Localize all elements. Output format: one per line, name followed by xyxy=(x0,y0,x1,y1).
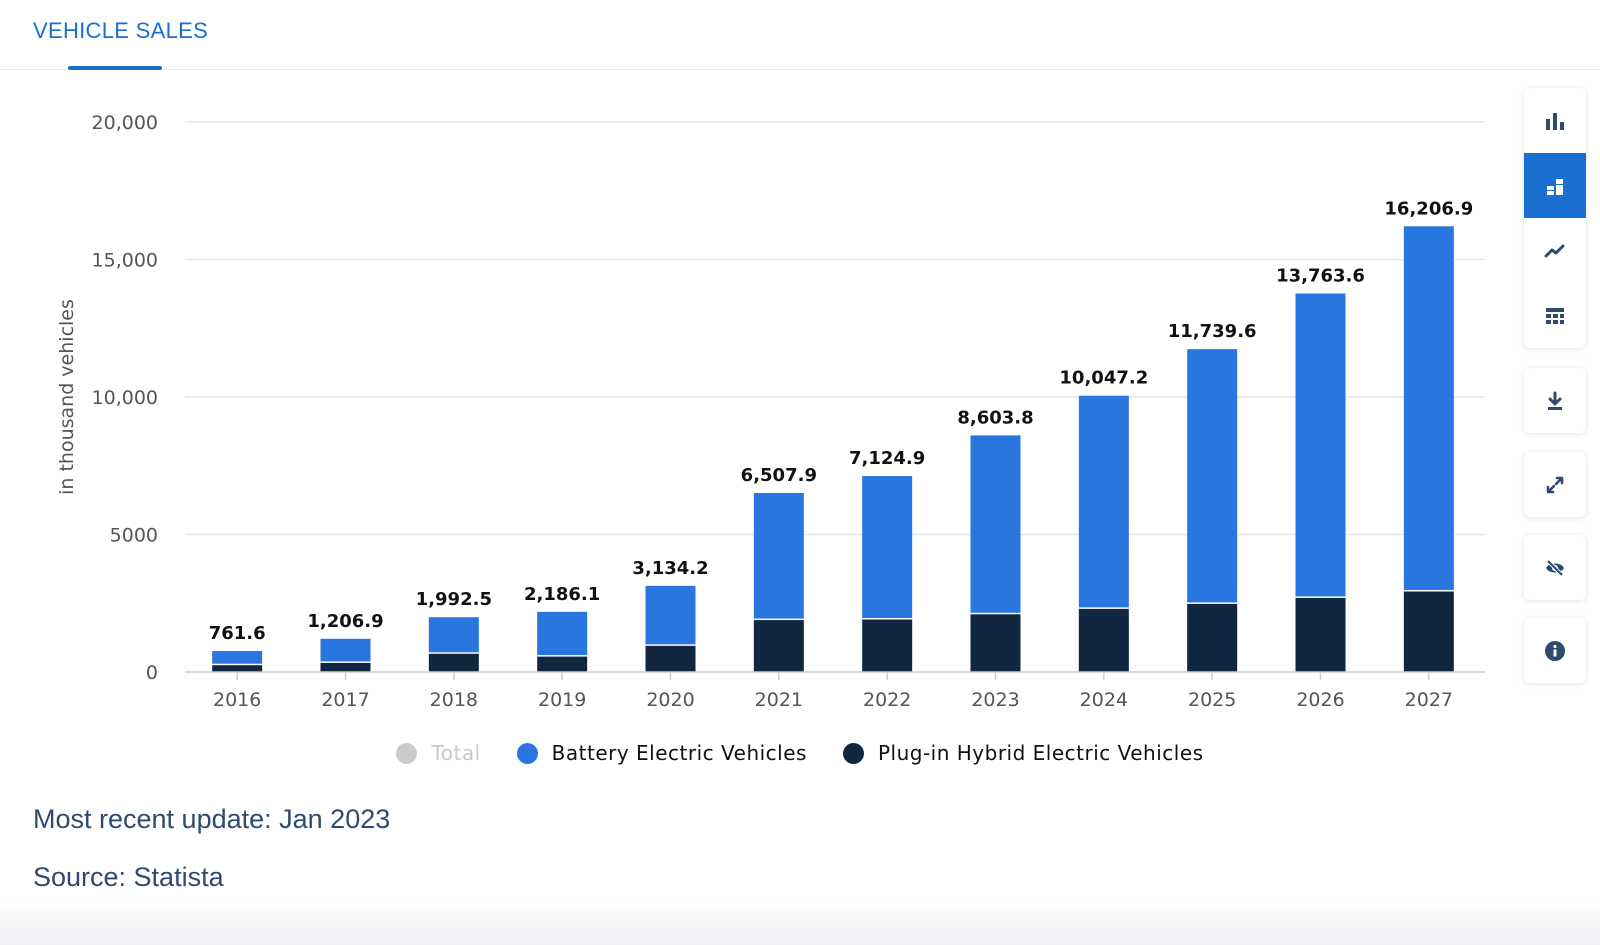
x-tick-label-2016: 2016 xyxy=(213,689,261,711)
bar-bev-2021[interactable] xyxy=(753,493,804,619)
line-chart-button[interactable] xyxy=(1524,218,1586,283)
bar-bev-2018[interactable] xyxy=(428,617,479,653)
y-tick-label: 15,000 xyxy=(92,250,158,272)
y-tick-label: 10,000 xyxy=(92,387,158,409)
bar-bev-2026[interactable] xyxy=(1295,293,1346,597)
hide-group xyxy=(1524,535,1586,600)
update-note: Most recent update: Jan 2023 xyxy=(33,804,391,834)
x-tick-label-2022: 2022 xyxy=(863,689,911,711)
y-axis-ticks: 0 5000 10,000 15,000 20,000 xyxy=(92,112,158,684)
download-icon xyxy=(1548,391,1562,410)
hide-icon xyxy=(1546,559,1564,576)
bar-bev-2020[interactable] xyxy=(645,585,696,645)
legend-dot-phev xyxy=(842,742,864,764)
total-label-2027: 16,206.9 xyxy=(1384,198,1473,219)
chart-legend: Total Battery Electric Vehicles Plug-in … xyxy=(0,738,1600,768)
total-labels: 761.6 1,206.9 1,992.5 2,186.1 3,134.2 6,507.9… xyxy=(209,198,1474,644)
bar-phev-2018[interactable] xyxy=(428,653,479,672)
bar-bev-2017[interactable] xyxy=(320,638,371,662)
hide-button[interactable] xyxy=(1524,535,1586,600)
x-tick-label-2018: 2018 xyxy=(430,689,478,711)
source-note: Source: Statista xyxy=(33,862,224,892)
total-label-2026: 13,763.6 xyxy=(1276,266,1365,287)
info-group xyxy=(1524,618,1586,683)
legend-label-bev: Battery Electric Vehicles xyxy=(551,741,807,765)
legend-dot-total xyxy=(396,742,418,764)
table-view-button[interactable] xyxy=(1524,283,1586,348)
y-axis-label: in thousand vehicles xyxy=(56,299,78,495)
x-tick-label-2017: 2017 xyxy=(321,689,369,711)
fullscreen-group xyxy=(1524,452,1586,517)
line-chart-icon xyxy=(1544,244,1565,257)
x-tick-label-2024: 2024 xyxy=(1080,689,1128,711)
stacked-column-button[interactable] xyxy=(1524,153,1586,218)
x-tick-label-2027: 2027 xyxy=(1405,689,1453,711)
bar-bev-2027[interactable] xyxy=(1403,226,1454,591)
x-tick-label-2021: 2021 xyxy=(755,689,803,711)
x-tick-label-2020: 2020 xyxy=(646,689,694,711)
legend-label-phev: Plug-in Hybrid Electric Vehicles xyxy=(877,741,1204,765)
y-tick-label: 5000 xyxy=(110,525,158,547)
column-chart-button[interactable] xyxy=(1524,88,1586,153)
tab-vehicle-sales[interactable]: VEHICLE SALES xyxy=(33,18,209,43)
bar-phev-2027[interactable] xyxy=(1403,591,1454,672)
x-tick-label-2019: 2019 xyxy=(538,689,586,711)
bar-phev-2026[interactable] xyxy=(1295,597,1346,672)
legend-item-phev[interactable]: Plug-in Hybrid Electric Vehicles xyxy=(842,741,1204,765)
bar-phev-2024[interactable] xyxy=(1078,608,1129,672)
bar-phev-2016[interactable] xyxy=(212,665,263,672)
bar-phev-2017[interactable] xyxy=(320,662,371,672)
bar-bev-2016[interactable] xyxy=(212,651,263,664)
total-label-2024: 10,047.2 xyxy=(1059,368,1148,389)
y-tick-label: 0 xyxy=(146,662,158,684)
total-label-2020: 3,134.2 xyxy=(632,558,708,579)
stacked-column-icon xyxy=(1547,178,1563,195)
total-label-2018: 1,992.5 xyxy=(416,589,492,610)
bar-phev-2022[interactable] xyxy=(862,619,913,672)
bar-bev-2023[interactable] xyxy=(970,435,1021,613)
total-label-2022: 7,124.9 xyxy=(849,448,925,469)
bar-phev-2020[interactable] xyxy=(645,645,696,672)
bar-phev-2019[interactable] xyxy=(537,656,588,672)
bottom-fade xyxy=(0,895,1600,945)
legend-dot-bev xyxy=(516,742,538,764)
column-chart-icon xyxy=(1546,112,1564,130)
total-label-2023: 8,603.8 xyxy=(957,407,1033,428)
bar-phev-2021[interactable] xyxy=(753,620,804,672)
grid-lines xyxy=(185,121,1485,536)
info-button[interactable] xyxy=(1524,618,1586,683)
bar-bev-2019[interactable] xyxy=(537,611,588,656)
legend-label-total: Total xyxy=(431,741,481,765)
total-label-2025: 11,739.6 xyxy=(1168,321,1257,342)
bar-bev-2022[interactable] xyxy=(862,476,913,618)
download-button[interactable] xyxy=(1524,368,1586,433)
bar-bev-2025[interactable] xyxy=(1187,349,1238,603)
stacked-bar-chart: 0 5000 10,000 15,000 20,000 in thousand vehi… xyxy=(56,112,1485,711)
total-label-2019: 2,186.1 xyxy=(524,584,600,605)
bars xyxy=(212,226,1454,672)
total-label-2021: 6,507.9 xyxy=(741,465,817,486)
x-tick-label-2026: 2026 xyxy=(1296,689,1344,711)
chart-type-toolbar xyxy=(1524,88,1586,348)
bar-phev-2023[interactable] xyxy=(970,614,1021,672)
fullscreen-icon xyxy=(1546,476,1564,493)
total-label-2017: 1,206.9 xyxy=(307,611,383,632)
fullscreen-button[interactable] xyxy=(1524,452,1586,517)
tab-bar: VEHICLE SALES xyxy=(0,0,1600,70)
y-tick-label: 20,000 xyxy=(92,112,158,134)
x-axis-ticks: 2016 2017 2018 2019 2020 2021 2022 2023 2024 2025… xyxy=(213,672,1453,711)
legend-item-total[interactable]: Total xyxy=(396,741,480,765)
bar-bev-2024[interactable] xyxy=(1078,395,1129,608)
legend-item-bev[interactable]: Battery Electric Vehicles xyxy=(516,741,807,765)
tab-active-indicator xyxy=(68,66,162,70)
table-icon xyxy=(1546,307,1564,324)
download-group xyxy=(1524,368,1586,433)
total-label-2016: 761.6 xyxy=(209,623,266,644)
bar-phev-2025[interactable] xyxy=(1187,603,1238,672)
info-icon xyxy=(1545,640,1565,661)
x-tick-label-2025: 2025 xyxy=(1188,689,1236,711)
x-tick-label-2023: 2023 xyxy=(971,689,1019,711)
